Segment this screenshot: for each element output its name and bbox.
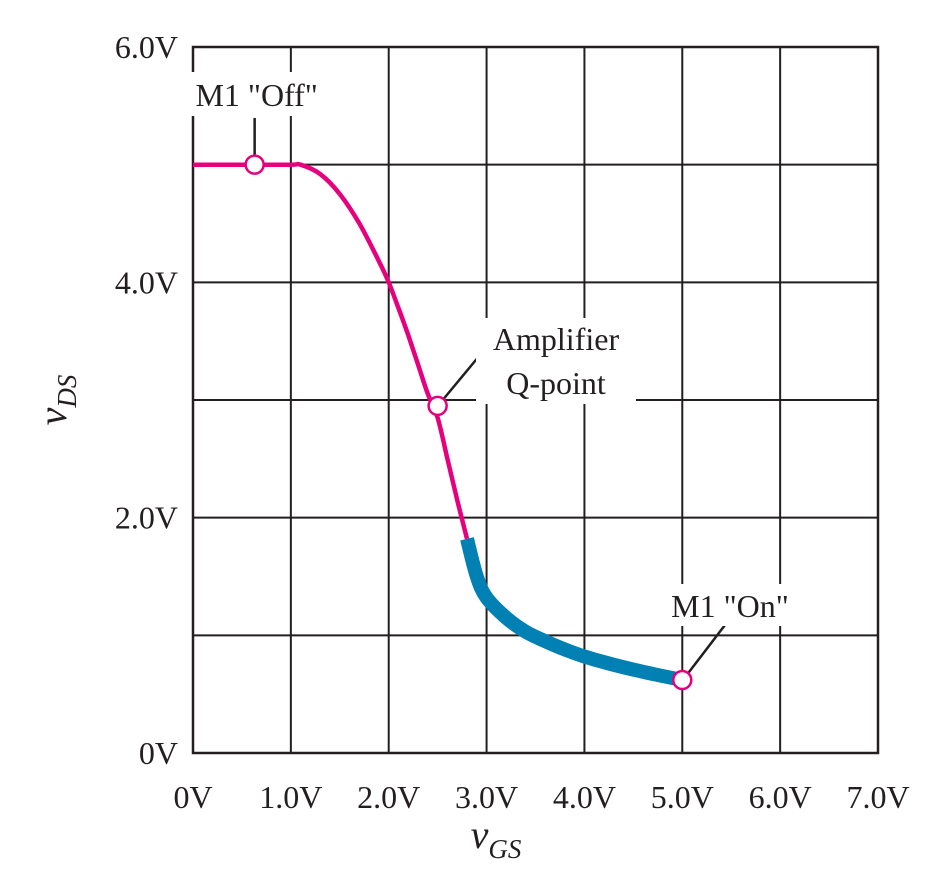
- series-line-blue: [460, 537, 684, 687]
- annotation-bg-q-point: [476, 318, 636, 404]
- x-tick-label: 2.0V: [357, 779, 420, 815]
- y-tick-label: 4.0V: [115, 264, 178, 300]
- annotation-q-point: Q-point: [506, 365, 606, 401]
- y-tick-labels: 0V 2.0V 4.0V 6.0V: [115, 29, 178, 771]
- y-tick-label: 6.0V: [115, 29, 178, 65]
- x-tick-label: 5.0V: [651, 779, 714, 815]
- annotation-markers: [244, 154, 693, 691]
- annotation-leaders: [253, 118, 726, 674]
- leader-line-q-point: [442, 354, 481, 400]
- annotation-m1-on: M1 "On": [671, 588, 789, 624]
- x-tick-label: 7.0V: [846, 779, 909, 815]
- series-line-magenta: [193, 161, 470, 540]
- x-tick-label: 1.0V: [259, 779, 322, 815]
- x-axis-label: vGS: [471, 812, 522, 864]
- annotation-m1-off: M1 "Off": [195, 77, 317, 113]
- series-lines: [193, 161, 684, 687]
- x-tick-labels: 0V 1.0V 2.0V 3.0V 4.0V 5.0V 6.0V 7.0V: [173, 779, 909, 815]
- annotation-bg-off: [172, 72, 337, 116]
- marker-m1-on: [672, 669, 693, 691]
- y-axis-label: vDS: [30, 374, 82, 425]
- annotation-bg-on: [650, 584, 810, 626]
- annotation-amplifier: Amplifier: [493, 321, 620, 357]
- x-tick-label: 0V: [173, 779, 212, 815]
- marker-q-point: [427, 395, 448, 417]
- x-tick-label: 6.0V: [749, 779, 812, 815]
- x-tick-label: 3.0V: [455, 779, 518, 815]
- y-tick-label: 2.0V: [115, 500, 178, 536]
- plot-frame: [191, 45, 880, 755]
- marker-m1-off: [244, 154, 265, 175]
- x-tick-label: 4.0V: [553, 779, 616, 815]
- leader-line-on: [687, 624, 726, 674]
- y-tick-label: 0V: [139, 735, 178, 771]
